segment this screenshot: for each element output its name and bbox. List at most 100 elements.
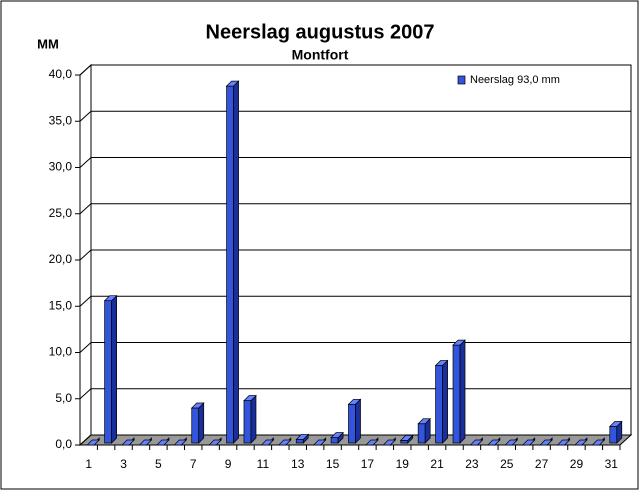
x-tick-label: 31 — [605, 457, 619, 471]
bar — [365, 437, 379, 446]
x-tick-label: 5 — [155, 457, 162, 471]
bar-top — [260, 439, 275, 446]
bar-front — [104, 300, 112, 444]
bar-top — [399, 435, 414, 441]
bar — [539, 437, 553, 446]
bar — [260, 437, 275, 446]
bar-top — [190, 402, 205, 409]
bar-top — [312, 439, 327, 446]
bar-front — [348, 403, 356, 444]
bar — [591, 437, 606, 446]
x-tick-label: 11 — [257, 457, 270, 471]
bar-front — [243, 400, 252, 444]
bar — [434, 359, 449, 444]
bar — [521, 437, 536, 446]
bar — [312, 437, 327, 446]
bar-top — [521, 439, 536, 446]
y-tick-label: 15,0 — [49, 298, 73, 312]
bar — [138, 437, 153, 446]
bar — [277, 437, 292, 446]
x-tick-label: 25 — [500, 457, 514, 471]
bar-side — [250, 394, 257, 444]
grid-line — [79, 434, 631, 446]
bar — [243, 394, 257, 444]
y-tick-label: 30,0 — [49, 160, 73, 174]
bar-side — [198, 402, 205, 444]
bar-front — [330, 437, 339, 444]
x-tick-label: 13 — [291, 457, 305, 471]
bar-side — [442, 359, 448, 444]
bar — [504, 437, 519, 446]
bar-top — [539, 439, 553, 446]
bar-top — [295, 434, 310, 440]
bar-side — [355, 398, 361, 444]
bar-top — [173, 439, 188, 446]
bar-front — [609, 426, 618, 444]
y-tick-label: 5,0 — [55, 391, 72, 405]
x-tick-label: 27 — [535, 457, 549, 471]
bar — [190, 402, 205, 444]
bar-top — [452, 339, 466, 346]
plot-area: 0,05,010,015,020,025,030,035,040,01 3 5 7 9 1… — [49, 63, 633, 471]
bar-top — [86, 439, 101, 446]
bar — [121, 437, 135, 446]
bar — [330, 431, 344, 444]
x-tick-label: 29 — [570, 457, 584, 471]
x-tick-label: 21 — [430, 457, 444, 471]
bar — [225, 80, 240, 444]
bar-top — [277, 439, 292, 446]
bar — [469, 437, 484, 446]
bar — [347, 398, 362, 444]
bar-top — [417, 418, 432, 425]
bar-front — [417, 423, 426, 444]
grid-line — [79, 388, 631, 400]
chart-subtitle: Montfort — [292, 47, 349, 63]
bar — [417, 417, 432, 444]
bar — [208, 437, 222, 446]
bar-top — [487, 439, 501, 446]
bar — [574, 437, 588, 446]
bar-top — [156, 439, 170, 446]
bar-top — [138, 439, 153, 446]
y-tick-label: 0,0 — [55, 437, 72, 451]
grid-line — [79, 157, 631, 168]
bar-top — [574, 439, 588, 446]
grid-line — [79, 295, 631, 307]
bar-top — [208, 439, 222, 446]
bar — [103, 294, 118, 444]
grid-line — [79, 203, 631, 215]
y-tick-label: 10,0 — [49, 345, 73, 359]
bar — [399, 434, 414, 444]
bar-top — [225, 80, 240, 87]
bar-top — [556, 439, 571, 446]
x-tick-label: 9 — [225, 457, 232, 471]
x-tick-label: 15 — [326, 457, 340, 471]
bar-top — [121, 439, 135, 446]
y-tick-label: 25,0 — [49, 206, 73, 220]
bar — [86, 437, 101, 446]
bar-front — [295, 439, 304, 444]
bar-top — [365, 439, 379, 446]
bar-front — [452, 344, 461, 444]
chart-title: Neerslag augustus 2007 — [206, 21, 435, 43]
bar — [487, 437, 501, 446]
legend-swatch — [457, 75, 466, 85]
y-axis-label: MM — [37, 36, 59, 51]
bar — [452, 339, 466, 444]
y-tick-label: 35,0 — [49, 113, 73, 127]
bar-side — [111, 294, 117, 444]
bar-top — [347, 398, 362, 405]
bar-top — [608, 421, 623, 427]
bar — [608, 420, 623, 444]
legend-label: Neerslag 93,0 mm — [470, 74, 560, 86]
bar — [382, 437, 397, 446]
bar — [156, 437, 170, 446]
bar-top — [434, 360, 449, 366]
bar-top — [382, 439, 397, 446]
bar-front — [435, 365, 443, 444]
bar-front — [400, 440, 409, 444]
bar-top — [504, 439, 519, 446]
bar-top — [103, 295, 118, 302]
x-tick-label: 23 — [465, 457, 479, 471]
